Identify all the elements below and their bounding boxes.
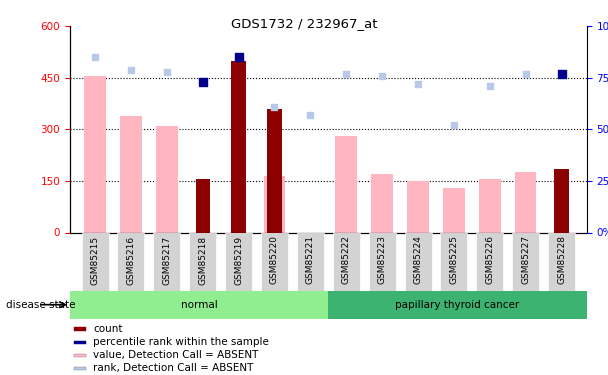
Text: GSM85217: GSM85217 [162,236,171,285]
FancyBboxPatch shape [225,232,252,291]
Text: GSM85216: GSM85216 [126,236,136,285]
Point [269,104,279,110]
Point [126,67,136,73]
Point [557,70,567,77]
FancyBboxPatch shape [548,232,575,291]
Text: GDS1732 / 232967_at: GDS1732 / 232967_at [231,17,377,30]
Point [90,54,100,60]
FancyBboxPatch shape [261,232,288,291]
FancyBboxPatch shape [440,232,468,291]
Bar [443,188,465,232]
FancyBboxPatch shape [476,232,503,291]
Text: GSM85224: GSM85224 [413,236,423,284]
Point [378,73,387,79]
FancyBboxPatch shape [153,232,181,291]
FancyBboxPatch shape [333,232,360,291]
FancyBboxPatch shape [404,232,432,291]
Point [233,54,243,60]
Text: GSM85220: GSM85220 [270,236,279,284]
Text: papillary thyroid cancer: papillary thyroid cancer [395,300,520,310]
Text: percentile rank within the sample: percentile rank within the sample [94,337,269,347]
Text: count: count [94,324,123,334]
Text: disease state: disease state [6,300,75,310]
Bar [120,116,142,232]
Text: GSM85223: GSM85223 [378,236,387,284]
Bar [232,61,246,232]
FancyBboxPatch shape [513,232,539,291]
Point [198,79,207,85]
Point [162,69,171,75]
Point [305,112,315,118]
Bar [74,354,86,357]
Text: value, Detection Call = ABSENT: value, Detection Call = ABSENT [94,350,259,360]
Text: GSM85218: GSM85218 [198,236,207,285]
Text: GSM85226: GSM85226 [485,236,494,284]
Text: GSM85227: GSM85227 [521,236,530,284]
Bar [515,172,536,232]
FancyBboxPatch shape [297,232,324,291]
Point [449,122,459,128]
Text: GSM85221: GSM85221 [306,236,315,284]
Bar [85,76,106,232]
Bar [407,181,429,232]
Point [521,70,531,77]
Text: GSM85225: GSM85225 [449,236,458,284]
Point [342,70,351,77]
FancyBboxPatch shape [368,232,396,291]
Bar [74,367,86,370]
Point [485,83,495,89]
Bar [70,291,328,319]
Bar [554,169,568,232]
FancyBboxPatch shape [81,232,108,291]
Text: GSM85228: GSM85228 [557,236,566,284]
Text: rank, Detection Call = ABSENT: rank, Detection Call = ABSENT [94,363,254,374]
Bar [156,126,178,232]
Bar [336,136,357,232]
Bar [371,174,393,232]
Text: GSM85215: GSM85215 [91,236,100,285]
Bar [479,179,500,232]
Bar [264,176,285,232]
Text: GSM85222: GSM85222 [342,236,351,284]
Text: normal: normal [181,300,218,310]
Bar [196,179,210,232]
Bar [74,340,86,344]
Bar [328,291,587,319]
FancyBboxPatch shape [117,232,144,291]
Text: GSM85219: GSM85219 [234,236,243,285]
FancyBboxPatch shape [189,232,216,291]
Point [413,81,423,87]
Bar [74,327,86,331]
Bar [268,109,282,232]
